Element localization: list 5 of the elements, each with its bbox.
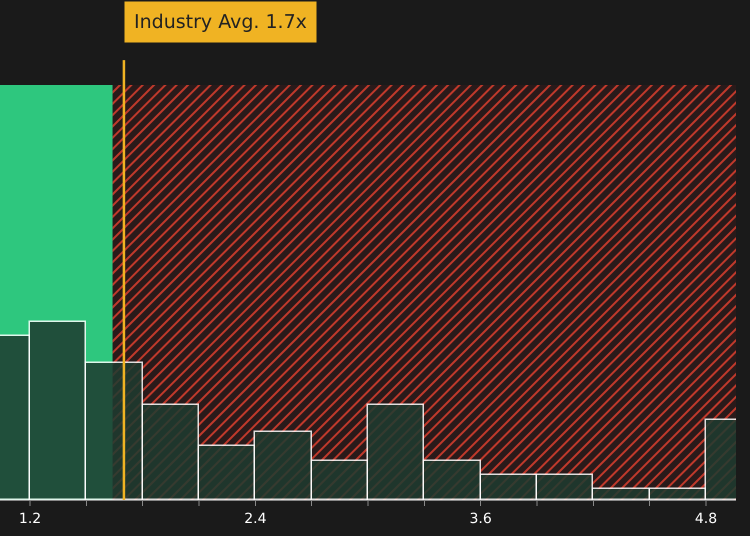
x-tick-label: 4.8 (694, 510, 718, 527)
x-tick-label: 2.4 (244, 510, 267, 527)
x-tick-label: 3.6 (470, 510, 492, 527)
ref-line-label: Industry Avg. 1.7x (134, 11, 307, 33)
x-tick-label: 1.2 (18, 510, 42, 527)
